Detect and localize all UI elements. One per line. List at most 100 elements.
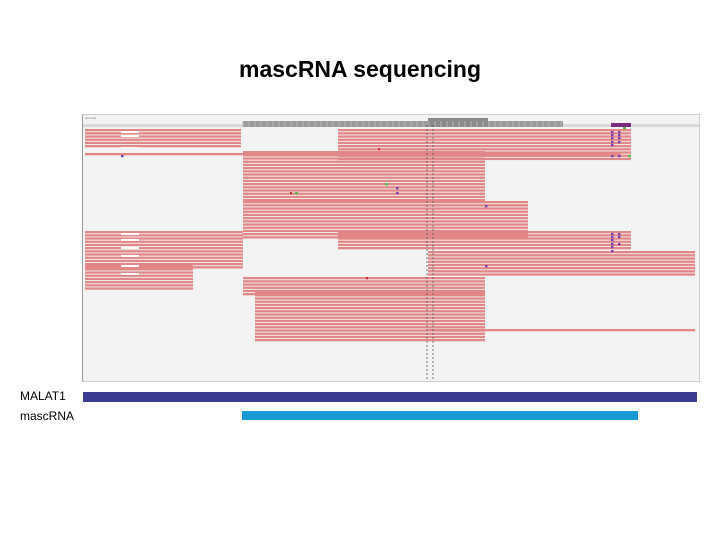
aligned-read (85, 256, 243, 259)
aligned-read (255, 326, 485, 329)
mismatch-base (611, 243, 614, 246)
soft-clip (121, 147, 139, 149)
aligned-read (85, 266, 243, 269)
track-bar-malat1 (83, 392, 697, 402)
mismatch-base (385, 183, 388, 186)
aligned-read (428, 257, 695, 260)
mismatch-base (366, 277, 368, 280)
mismatch-base (618, 137, 621, 140)
aligned-read (428, 273, 695, 276)
track-bar-mascrna (242, 411, 638, 420)
mismatch-base (396, 192, 399, 195)
aligned-read (85, 284, 193, 287)
aligned-read (85, 141, 241, 145)
mismatch-base (618, 155, 621, 158)
aligned-read (428, 267, 695, 270)
aligned-read (255, 332, 485, 335)
aligned-read (243, 210, 528, 213)
mismatch-base (611, 155, 614, 158)
aligned-read (338, 132, 631, 135)
mismatch-base (485, 205, 488, 208)
aligned-read (428, 270, 695, 273)
aligned-read (243, 160, 485, 163)
mismatch-base (618, 141, 621, 144)
aligned-read (85, 153, 621, 156)
aligned-read (243, 207, 528, 210)
mismatch-base (618, 131, 621, 134)
mismatch-base (295, 192, 298, 195)
aligned-read (85, 243, 243, 247)
aligned-read (85, 271, 193, 274)
aligned-read (243, 280, 485, 283)
mismatch-base (611, 137, 614, 140)
aligned-read (338, 129, 631, 132)
aligned-read (85, 247, 243, 250)
coverage-peak (243, 121, 563, 127)
aligned-read (85, 234, 243, 237)
aligned-read (255, 323, 485, 326)
aligned-read (338, 138, 631, 141)
soft-clip (121, 247, 139, 249)
aligned-read (255, 291, 485, 294)
aligned-read (255, 339, 485, 342)
aligned-read (85, 250, 243, 253)
mismatch-base (396, 187, 399, 190)
aligned-read (85, 268, 193, 271)
aligned-read (243, 223, 528, 226)
aligned-read (85, 135, 241, 138)
mismatch-base (618, 236, 621, 239)
aligned-read (243, 220, 528, 223)
aligned-read (243, 283, 485, 286)
mismatch-base (611, 250, 614, 253)
aligned-read (85, 274, 193, 277)
aligned-read (243, 195, 485, 199)
soft-clip (121, 135, 139, 137)
aligned-read (243, 289, 485, 293)
aligned-read (85, 129, 241, 132)
aligned-read (243, 170, 485, 173)
aligned-read (243, 229, 528, 233)
aligned-read (338, 141, 631, 145)
aligned-read (243, 173, 485, 176)
aligned-read (338, 135, 631, 138)
mismatch-base (378, 148, 380, 151)
aligned-read (255, 307, 485, 310)
aligned-read (338, 154, 631, 157)
mismatch-base (485, 265, 488, 268)
aligned-read (243, 217, 528, 220)
aligned-read (85, 237, 243, 240)
aligned-read (338, 231, 631, 234)
mismatch-base (290, 192, 292, 195)
aligned-read (255, 313, 485, 316)
aligned-read (243, 186, 485, 189)
mismatch-base (611, 236, 614, 239)
mismatch-base (611, 239, 614, 242)
aligned-read (243, 233, 528, 236)
aligned-read (338, 148, 631, 151)
aligned-read (243, 293, 485, 296)
aligned-read (243, 213, 528, 217)
aligned-read (85, 259, 243, 263)
aligned-read (85, 253, 243, 256)
aligned-read (243, 192, 485, 195)
mismatch-base (618, 233, 621, 236)
aligned-read (243, 176, 485, 179)
aligned-read (338, 243, 631, 247)
soft-clip (121, 273, 139, 275)
aligned-read (338, 247, 631, 250)
alignment-reads-svg (83, 118, 699, 381)
aligned-read (85, 132, 241, 135)
aligned-read (338, 145, 631, 148)
soft-clip (121, 239, 139, 241)
igv-alignment-panel: chr11 kb (82, 114, 700, 382)
igv-header-label: chr11 kb (85, 116, 97, 120)
aligned-read (428, 263, 695, 267)
mismatch-base (628, 155, 631, 158)
aligned-read (243, 277, 485, 280)
coverage-mismatch (611, 123, 631, 127)
track-label-mascrna: mascRNA (20, 409, 75, 423)
aligned-read (338, 151, 631, 154)
aligned-read (85, 277, 193, 281)
aligned-read (243, 199, 485, 202)
aligned-read (255, 303, 485, 307)
